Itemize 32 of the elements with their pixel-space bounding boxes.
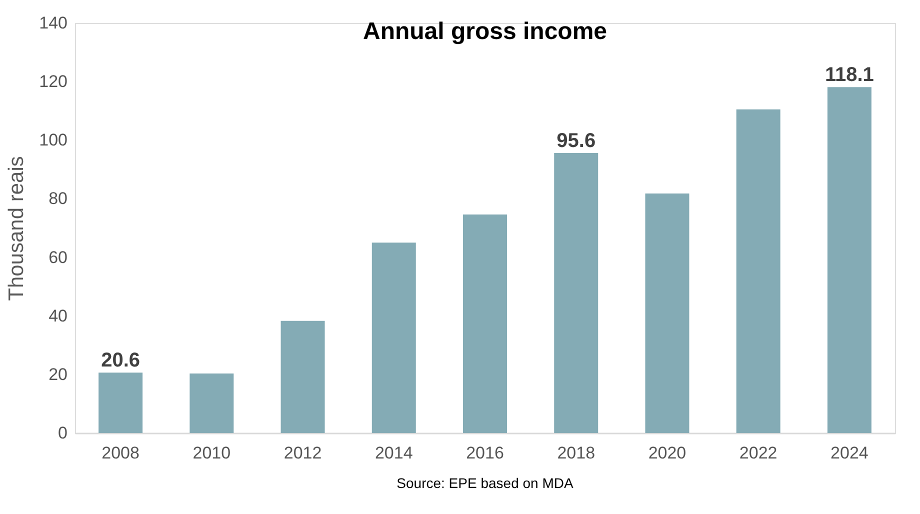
x-tick-label: 2008 xyxy=(102,444,140,462)
bar xyxy=(736,109,780,433)
y-axis-title: Thousand reais xyxy=(5,156,28,301)
x-tick-label: 2024 xyxy=(830,444,868,462)
y-tick-label: 100 xyxy=(39,130,68,150)
y-tick-label: 60 xyxy=(48,248,68,267)
data-label: 20.6 xyxy=(101,350,140,372)
x-tick-label: 2012 xyxy=(284,444,322,462)
y-tick-label: 120 xyxy=(39,72,68,92)
x-tick-label: 2016 xyxy=(466,444,504,462)
x-tick-label: 2022 xyxy=(739,444,778,462)
bar xyxy=(98,372,143,433)
x-tick-label: 2010 xyxy=(192,444,231,462)
bar xyxy=(463,214,507,433)
bar xyxy=(645,193,690,433)
bar xyxy=(827,87,872,433)
bar xyxy=(280,320,325,433)
y-tick-label: 40 xyxy=(48,306,68,326)
y-tick-label: 20 xyxy=(48,364,68,384)
bar xyxy=(372,242,416,433)
x-tick-label: 2014 xyxy=(374,444,413,462)
y-tick-label: 0 xyxy=(58,424,68,442)
data-label: 95.6 xyxy=(556,130,596,152)
x-tick-label: 2018 xyxy=(557,444,596,462)
y-tick-label: 80 xyxy=(48,189,68,208)
data-label: 118.1 xyxy=(824,64,874,86)
y-tick-label: 140 xyxy=(39,14,68,32)
source-note: Source: EPE based on MDA xyxy=(396,475,574,491)
bar xyxy=(190,374,234,433)
chart-title: Annual gross income xyxy=(362,18,608,45)
x-tick-label: 2020 xyxy=(648,444,686,462)
bar xyxy=(554,153,598,433)
